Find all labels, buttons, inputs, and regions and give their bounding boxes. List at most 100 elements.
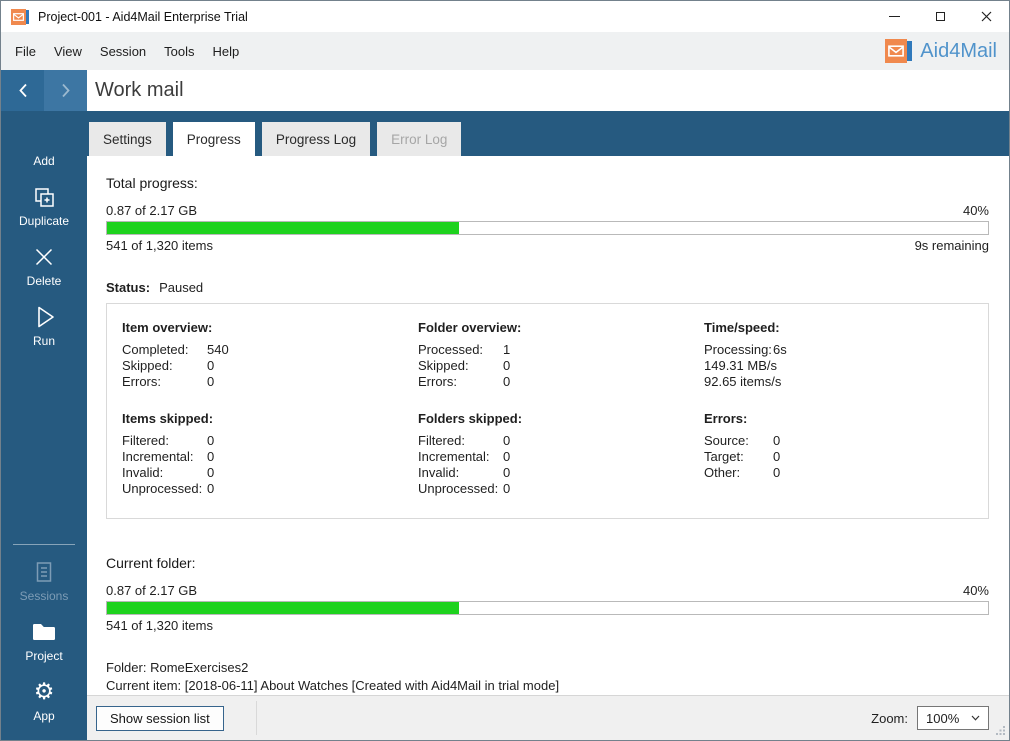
total-size-text: 0.87 of 2.17 GB [106, 203, 198, 218]
total-remaining-text: 9s remaining [914, 238, 989, 253]
current-folder-heading: Current folder: [106, 555, 196, 571]
stat-row: Invalid: 0 [418, 465, 511, 480]
chevron-down-icon [971, 715, 980, 721]
zoom-label: Zoom: [871, 710, 908, 726]
current-progress-bar [106, 601, 989, 615]
sessions-list-icon [32, 558, 56, 586]
current-folder-section: Current folder: 0.87 of 2.17 GB 40% 541 … [106, 555, 989, 695]
brand-envelope-icon [885, 38, 913, 64]
status-label: Status: [106, 280, 151, 295]
total-items-text: 541 of 1,320 items [106, 238, 213, 253]
folders-skipped-group: Folders skipped: Filtered: 0 Incremental:… [418, 411, 704, 497]
stat-row: Unprocessed: 0 [418, 481, 511, 496]
sidebar-item-label: Sessions [19, 589, 69, 603]
sidebar-item-label: Duplicate [18, 214, 70, 228]
close-button[interactable] [963, 1, 1009, 32]
gear-icon: ⚙ [33, 679, 55, 705]
tab-progress-log[interactable]: Progress Log [261, 122, 371, 156]
play-icon [30, 303, 58, 331]
status-row: Status: Paused [106, 280, 989, 295]
sidebar-item-run[interactable]: Run [1, 303, 87, 348]
maximize-icon [935, 12, 945, 21]
zoom-dropdown[interactable]: 100% [917, 706, 989, 730]
stat-row: Unprocessed: 0 [122, 481, 215, 496]
page-title: Work mail [95, 79, 184, 101]
stat-row: Filtered: 0 [418, 433, 511, 448]
item-overview-group: Item overview: Completed: 540 Skipped: 0 E… [122, 320, 418, 390]
total-progress-section: Total progress: 0.87 of 2.17 GB 40% 541 … [106, 175, 989, 254]
sidebar-item-duplicate[interactable]: Duplicate [1, 183, 87, 228]
stat-row: Completed: 540 [122, 342, 229, 357]
menu-help[interactable]: Help [212, 43, 240, 59]
folder-overview-heading: Folder overview: [418, 320, 522, 335]
sidebar-item-label: App [33, 709, 55, 723]
brand-name: Aid4Mail [920, 39, 997, 62]
stat-row: Source: 0 [704, 433, 781, 448]
items-skipped-heading: Items skipped: [122, 411, 214, 426]
progress-panel: Total progress: 0.87 of 2.17 GB 40% 541 … [87, 156, 1009, 695]
stat-row: 149.31 MB/s [704, 358, 777, 373]
brand: Aid4Mail [885, 38, 997, 64]
maximize-button[interactable] [917, 1, 963, 32]
minimize-button[interactable] [871, 1, 917, 32]
sidebar-divider [13, 544, 75, 545]
stat-row: Errors: 0 [418, 374, 511, 389]
stat-row: Errors: 0 [122, 374, 215, 389]
tab-error-log: Error Log [377, 122, 462, 156]
total-percent-text: 40% [962, 203, 989, 218]
sidebar-item-label: Run [32, 334, 55, 348]
minimize-icon [888, 16, 900, 17]
app-envelope-icon [11, 8, 29, 25]
back-button[interactable] [1, 70, 44, 111]
statistics-box: Item overview: Completed: 540 Skipped: 0 E… [106, 303, 989, 519]
total-progress-fill [107, 222, 460, 234]
total-progress-bar [106, 221, 989, 235]
stat-row: Target: 0 [704, 449, 781, 464]
chevron-right-icon [61, 83, 70, 98]
folder-overview-group: Folder overview: Processed: 1 Skipped: 0 E… [418, 320, 704, 390]
menu-view[interactable]: View [53, 43, 82, 59]
folder-name-line: Folder: RomeExercises2 [106, 660, 249, 675]
menu-tools[interactable]: Tools [164, 43, 195, 59]
window-title: Project-001 - Aid4Mail Enterprise Trial [38, 9, 248, 24]
current-items-text: 541 of 1,320 items [106, 618, 213, 633]
sidebar-item-delete[interactable]: Delete [1, 243, 87, 288]
folders-skipped-heading: Folders skipped: [418, 411, 523, 426]
sidebar-item-app[interactable]: ⚙ App [1, 678, 87, 723]
stat-row: Other: 0 [704, 465, 781, 480]
item-overview-heading: Item overview: [122, 320, 213, 335]
footer-divider [255, 701, 257, 735]
errors-heading: Errors: [704, 411, 748, 426]
stat-row: Filtered: 0 [122, 433, 215, 448]
time-speed-group: Time/speed: Processing: 6s 149.31 MB/s 92… [704, 320, 973, 390]
footer-bar: Show session list Zoom: 100% [87, 695, 1009, 740]
stat-row: Skipped: 0 [122, 358, 215, 373]
folder-icon [31, 618, 57, 646]
total-progress-heading: Total progress: [106, 175, 198, 191]
time-speed-heading: Time/speed: [704, 320, 780, 335]
menubar: File View Session Tools Help Aid4Mail [1, 32, 1009, 70]
forward-button [44, 70, 87, 111]
menu-file[interactable]: File [15, 43, 36, 59]
current-size-text: 0.87 of 2.17 GB [106, 583, 198, 598]
close-icon [981, 11, 991, 22]
stat-row: 92.65 items/s [704, 374, 782, 389]
sidebar-item-project[interactable]: Project [1, 618, 87, 663]
resize-grip[interactable] [995, 726, 1005, 736]
menu-session[interactable]: Session [99, 43, 147, 59]
stat-row: Skipped: 0 [418, 358, 511, 373]
tab-bar: Settings Progress Progress Log Error Log [1, 111, 1009, 161]
current-progress-fill [107, 602, 460, 614]
duplicate-icon [31, 183, 57, 211]
show-session-list-button[interactable]: Show session list [96, 705, 224, 731]
titlebar: Project-001 - Aid4Mail Enterprise Trial [1, 1, 1009, 32]
sidebar-item-label: Project [25, 649, 63, 663]
chevron-left-icon [18, 83, 27, 98]
stat-row: Incremental: 0 [418, 449, 511, 464]
tab-settings[interactable]: Settings [89, 122, 166, 156]
errors-group: Errors: Source: 0 Target: 0 Other: 0 [704, 411, 973, 481]
stat-row: Incremental: 0 [122, 449, 215, 464]
stat-row: Invalid: 0 [122, 465, 215, 480]
tab-progress[interactable]: Progress [172, 122, 255, 161]
